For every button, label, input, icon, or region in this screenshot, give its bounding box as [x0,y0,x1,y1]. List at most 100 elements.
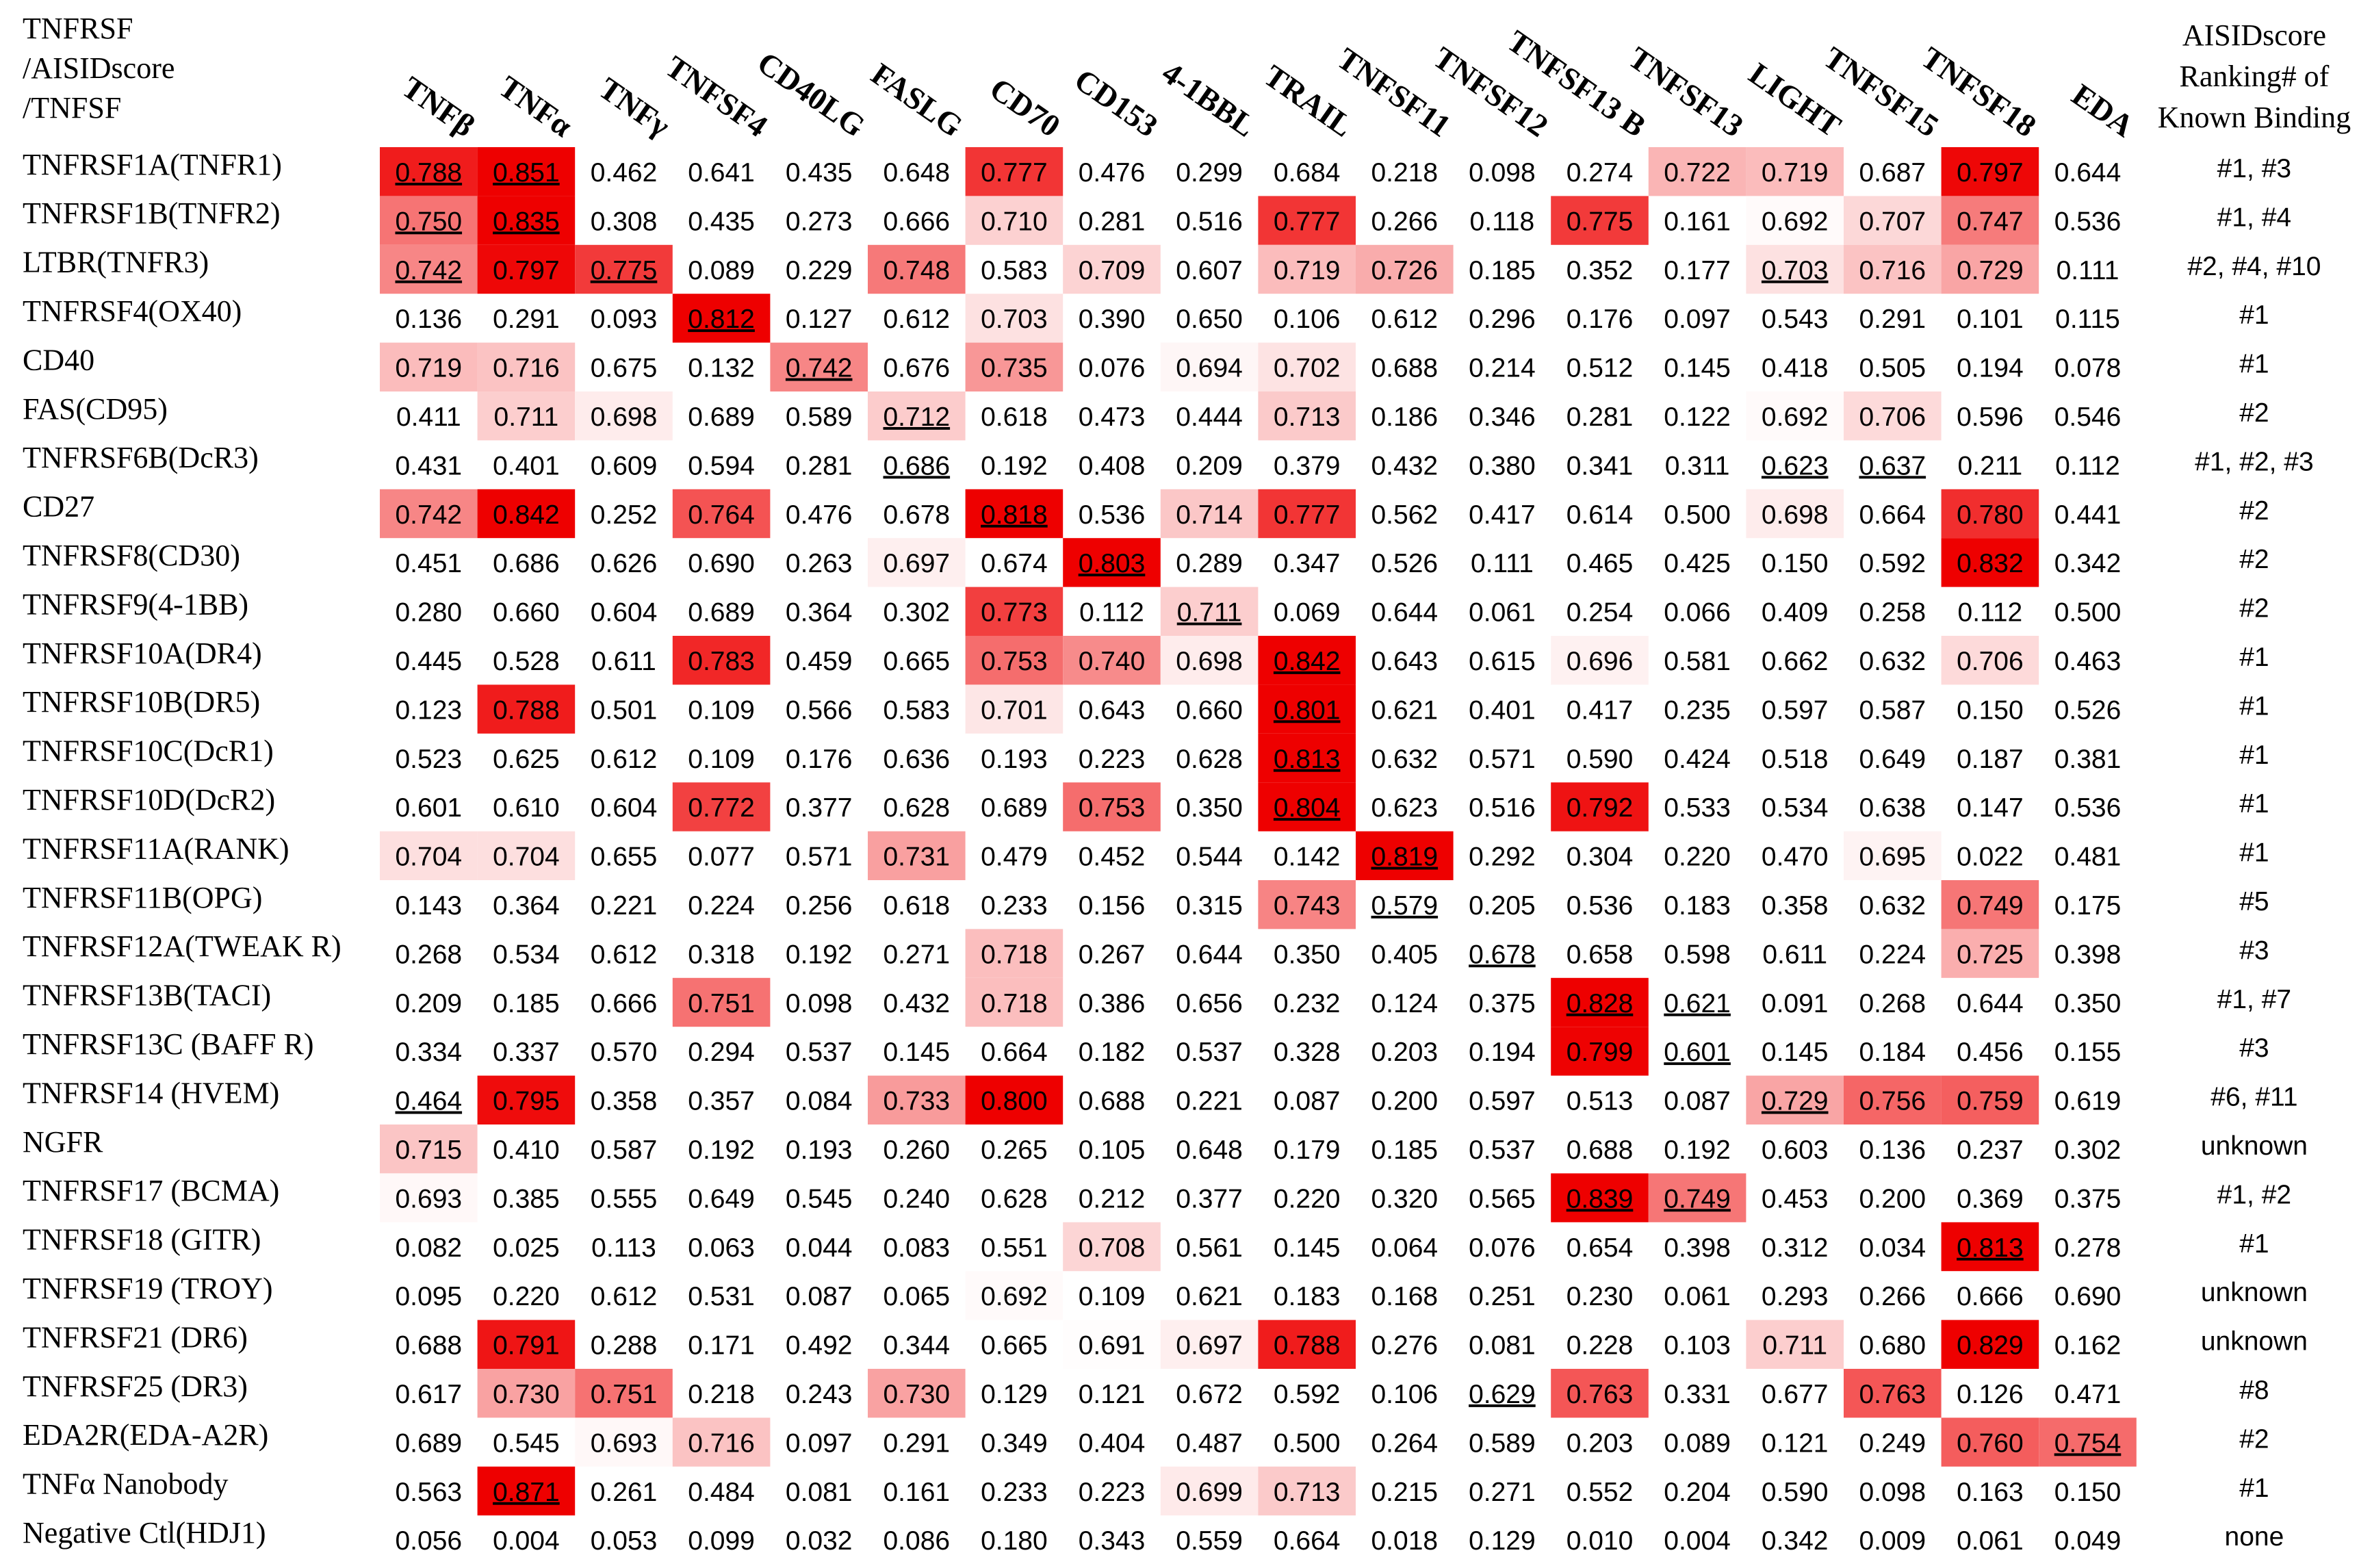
cell-value: 0.708 [1079,1233,1146,1263]
cell-value: 0.589 [786,402,853,432]
cell-value: 0.699 [1176,1478,1243,1507]
cell-value: 0.432 [883,989,950,1018]
cell-value: 0.628 [981,1184,1048,1213]
cell-value: 0.688 [1567,1135,1634,1165]
cell-value: 0.230 [1567,1282,1634,1311]
cell-value: 0.192 [1664,1135,1731,1165]
cell-value: 0.056 [395,1526,462,1556]
cell-value: 0.698 [1176,647,1243,676]
cell-value: 0.291 [883,1428,950,1458]
cell-value: 0.676 [883,354,950,383]
cell-value: 0.405 [1371,940,1438,969]
cell-value: 0.268 [1859,989,1926,1018]
cell-value: 0.612 [591,940,658,969]
cell-value: 0.358 [1762,891,1829,921]
cell-background [1746,147,1844,196]
cell-value: 0.224 [688,891,755,921]
corner-label: /AISIDscore [23,51,175,85]
cell-value: 0.099 [688,1526,755,1556]
cell-value: 0.672 [1176,1380,1243,1409]
row-label: TNFRSF10D(DcR2) [23,783,275,817]
cell-value: 0.318 [688,940,755,969]
cell-value: 0.747 [1957,207,2024,236]
ranking: unknown [2201,1327,2308,1357]
cell-value: 0.293 [1762,1282,1829,1311]
row-label: TNFRSF11B(OPG) [23,881,262,914]
cell-value: 0.706 [1859,402,1926,432]
ranking: #3 [2239,936,2269,965]
cell-value: 0.237 [1957,1135,2024,1165]
cell-value: 0.603 [1762,1135,1829,1165]
cell-value: 0.341 [1567,451,1634,480]
ranking: #1, #4 [2217,203,2291,232]
cell-value: 0.228 [1567,1331,1634,1361]
cell-value: 0.749 [1957,891,2024,921]
cell-value: 0.842 [1274,647,1341,676]
cell-value: 0.401 [1469,695,1536,725]
cell-value: 0.111 [1471,549,1534,578]
cell-background [1844,244,1942,294]
cell-background [1160,1466,1259,1516]
cell-value: 0.735 [981,354,1048,383]
cell-value: 0.751 [591,1380,658,1409]
row-label: TNFRSF19 (TROY) [23,1272,273,1305]
cell-value: 0.579 [1371,891,1438,921]
cell-value: 0.129 [1469,1526,1536,1556]
cell-background [1648,147,1746,196]
cell-value: 0.136 [1859,1135,1926,1165]
row-label: TNFRSF11A(RANK) [23,832,289,865]
cell-value: 0.780 [1957,500,2024,530]
cell-value: 0.129 [981,1380,1048,1409]
cell-value: 0.842 [493,500,560,530]
cell-value: 0.063 [688,1233,755,1263]
cell-value: 0.561 [1176,1233,1243,1263]
cell-value: 0.589 [1469,1428,1536,1458]
cell-background [1258,244,1356,294]
cell-value: 0.350 [2054,989,2122,1018]
cell-value: 0.260 [883,1135,950,1165]
cell-value: 0.432 [1371,451,1438,480]
cell-value: 0.655 [591,843,658,872]
cell-value: 0.476 [786,500,853,530]
cell-value: 0.484 [688,1478,755,1507]
cell-value: 0.398 [2054,940,2122,969]
cell-value: 0.730 [493,1380,560,1409]
cell-value: 0.660 [493,598,560,628]
cell-value: 0.740 [1079,647,1146,676]
ranking: #5 [2239,887,2269,916]
cell-value: 0.311 [1665,451,1730,480]
ranking: #1 [2239,350,2269,379]
row-label: TNFRSF10C(DcR1) [23,734,274,768]
cell-value: 0.377 [1176,1184,1243,1213]
cell-value: 0.788 [493,695,560,725]
cell-value: 0.698 [591,402,658,432]
cell-value: 0.357 [688,1087,755,1116]
cell-value: 0.777 [1274,500,1341,530]
cell-value: 0.565 [1469,1184,1536,1213]
cell-value: 0.390 [1079,305,1146,334]
cell-background [380,831,478,880]
cell-background [1063,636,1161,685]
cell-background [1844,196,1942,245]
cell-value: 0.091 [1762,989,1829,1018]
cell-background [1941,636,2039,685]
cell-background [1551,636,1649,685]
cell-background [380,1124,478,1174]
cell-value: 0.083 [883,1233,950,1263]
cell-background [965,684,1063,734]
cell-value: 0.725 [1957,940,2024,969]
cell-value: 0.537 [1176,1038,1243,1067]
cell-value: 0.183 [1664,891,1731,921]
cell-value: 0.069 [1274,598,1341,628]
cell-value: 0.209 [1176,451,1243,480]
cell-value: 0.618 [883,891,950,921]
cell-value: 0.049 [2054,1526,2122,1556]
cell-value: 0.623 [1371,793,1438,823]
cell-value: 0.101 [1957,305,2024,334]
cell-background [1258,1320,1356,1369]
cell-value: 0.694 [1176,354,1243,383]
ranking: #1, #2 [2217,1180,2291,1209]
cell-value: 0.215 [1371,1478,1438,1507]
cell-value: 0.604 [591,598,658,628]
cell-value: 0.224 [1859,940,1926,969]
